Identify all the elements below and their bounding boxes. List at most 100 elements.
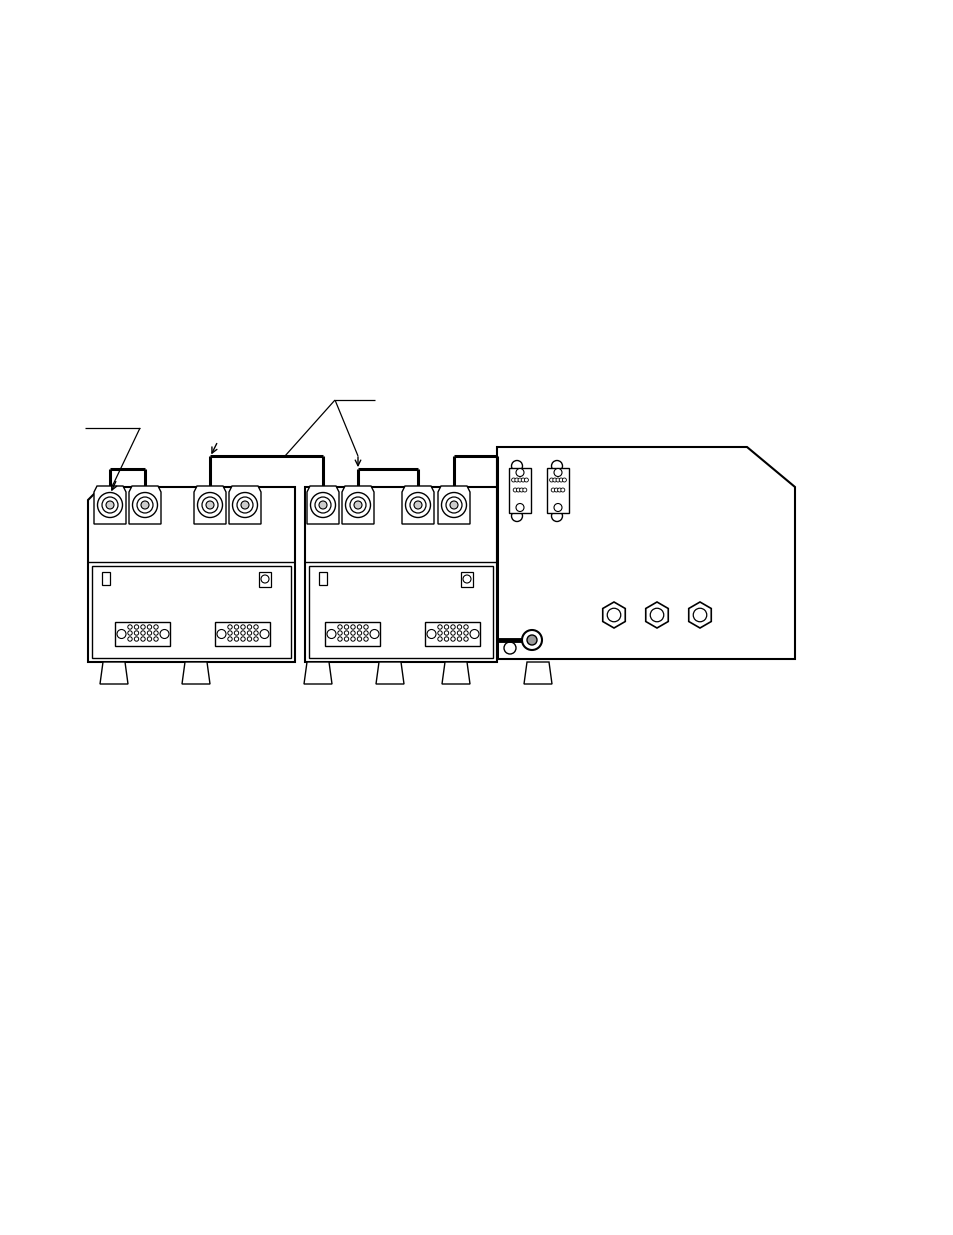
Circle shape (463, 637, 468, 641)
Circle shape (318, 501, 327, 509)
Bar (91, 566, 291, 658)
Circle shape (228, 625, 232, 629)
Circle shape (240, 637, 245, 641)
Circle shape (511, 478, 515, 482)
Bar (215, 622, 271, 646)
Circle shape (363, 631, 368, 635)
Circle shape (247, 631, 252, 635)
Circle shape (337, 625, 342, 629)
Circle shape (357, 631, 361, 635)
Bar (305, 487, 497, 662)
Circle shape (456, 625, 461, 629)
Circle shape (233, 493, 257, 517)
Circle shape (137, 496, 152, 513)
Bar (509, 468, 531, 513)
Polygon shape (182, 662, 210, 684)
Circle shape (141, 637, 145, 641)
Circle shape (463, 625, 468, 629)
Circle shape (160, 630, 169, 638)
Circle shape (456, 631, 461, 635)
Circle shape (551, 510, 562, 521)
Polygon shape (437, 487, 470, 524)
Circle shape (405, 493, 430, 517)
Polygon shape (523, 662, 552, 684)
Polygon shape (94, 487, 126, 524)
Circle shape (350, 496, 366, 513)
Circle shape (554, 504, 561, 511)
Polygon shape (688, 601, 711, 629)
Circle shape (357, 637, 361, 641)
Circle shape (607, 609, 620, 621)
Circle shape (437, 625, 442, 629)
Circle shape (549, 478, 553, 482)
Circle shape (153, 625, 158, 629)
Circle shape (503, 642, 516, 655)
Circle shape (234, 625, 238, 629)
Circle shape (520, 478, 525, 482)
Circle shape (240, 625, 245, 629)
Circle shape (562, 478, 566, 482)
Polygon shape (229, 487, 261, 524)
Circle shape (344, 631, 349, 635)
Circle shape (511, 461, 522, 472)
Circle shape (153, 631, 158, 635)
Circle shape (106, 501, 113, 509)
Circle shape (351, 637, 355, 641)
Circle shape (345, 493, 370, 517)
Circle shape (554, 488, 558, 492)
Circle shape (327, 630, 335, 638)
Circle shape (354, 501, 361, 509)
Circle shape (153, 637, 158, 641)
Circle shape (337, 637, 342, 641)
Circle shape (552, 478, 557, 482)
Circle shape (444, 637, 448, 641)
Circle shape (414, 501, 421, 509)
Circle shape (444, 625, 448, 629)
Circle shape (693, 609, 706, 621)
Bar (425, 622, 480, 646)
Circle shape (128, 625, 132, 629)
Circle shape (141, 501, 149, 509)
Circle shape (351, 631, 355, 635)
Circle shape (247, 625, 252, 629)
Circle shape (260, 630, 269, 638)
Bar (546, 468, 568, 513)
Circle shape (117, 630, 126, 638)
Polygon shape (497, 447, 794, 659)
Polygon shape (304, 662, 332, 684)
Circle shape (253, 625, 258, 629)
Circle shape (551, 488, 555, 492)
Circle shape (363, 625, 368, 629)
Circle shape (524, 478, 528, 482)
Circle shape (511, 510, 522, 521)
Circle shape (147, 637, 152, 641)
Bar (325, 622, 380, 646)
Circle shape (344, 625, 349, 629)
Circle shape (517, 478, 521, 482)
Circle shape (558, 478, 562, 482)
Circle shape (216, 630, 226, 638)
Circle shape (516, 488, 519, 492)
Bar (102, 572, 110, 585)
Circle shape (134, 631, 138, 635)
Circle shape (557, 488, 561, 492)
Polygon shape (193, 487, 226, 524)
Circle shape (241, 501, 249, 509)
Polygon shape (602, 601, 624, 629)
Circle shape (97, 493, 122, 517)
Circle shape (450, 501, 457, 509)
Circle shape (441, 493, 466, 517)
Circle shape (132, 493, 157, 517)
Circle shape (147, 631, 152, 635)
Circle shape (234, 631, 238, 635)
Polygon shape (341, 487, 374, 524)
Circle shape (519, 488, 523, 492)
Polygon shape (100, 662, 128, 684)
Circle shape (437, 637, 442, 641)
Bar (258, 572, 271, 587)
Circle shape (134, 625, 138, 629)
Circle shape (515, 478, 518, 482)
Circle shape (197, 493, 222, 517)
Circle shape (261, 576, 269, 583)
Circle shape (357, 625, 361, 629)
